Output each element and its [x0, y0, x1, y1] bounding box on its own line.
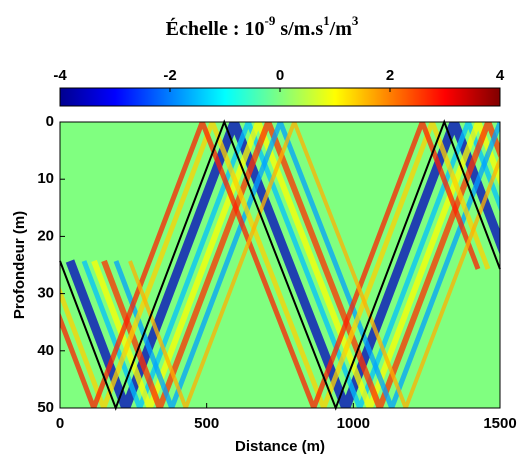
x-tick-label: 1500 — [483, 415, 516, 432]
wavefield-texture — [65, 122, 500, 408]
y-tick-label: 20 — [37, 227, 54, 244]
y-tick-label: 40 — [37, 342, 54, 359]
chart-title: Échelle : 10-9 s/m.s1/m3 — [166, 13, 359, 39]
colorbar-tick-label: 4 — [496, 67, 505, 84]
wavefield-texture — [60, 122, 491, 408]
title-text: Échelle : 10 — [166, 17, 265, 40]
x-tick-label: 500 — [194, 415, 219, 432]
x-axis-label: Distance (m) — [235, 438, 325, 455]
wavefield-texture — [113, 122, 500, 408]
wavefield-texture — [91, 122, 500, 408]
colorbar-tick-label: -4 — [53, 67, 67, 84]
y-tick-label: 0 — [46, 113, 54, 130]
x-tick-label: 1000 — [337, 415, 370, 432]
line — [59, 119, 501, 411]
plot-frame — [59, 121, 501, 409]
colorbar-tick-label: 0 — [276, 67, 284, 84]
title-superscript: -9 — [265, 13, 276, 28]
colorbar-tick-label: -2 — [163, 67, 176, 84]
title-superscript: 1 — [323, 13, 330, 28]
y-tick-label: 50 — [37, 399, 54, 416]
title-text: s/m.s — [275, 18, 323, 40]
wavefield — [60, 122, 500, 408]
wavefield-texture — [128, 122, 500, 408]
y-tick-label: 10 — [37, 170, 54, 187]
y-axis-label: Profondeur (m) — [11, 211, 28, 319]
colorbar-tick-label: 2 — [386, 67, 394, 84]
title-text: /m — [329, 18, 353, 40]
wavefield-texture — [60, 122, 481, 408]
x-tick-label: 0 — [56, 415, 64, 432]
title-superscript: 3 — [352, 13, 359, 28]
wavefield-texture — [101, 122, 500, 408]
y-tick-label: 30 — [37, 285, 54, 302]
